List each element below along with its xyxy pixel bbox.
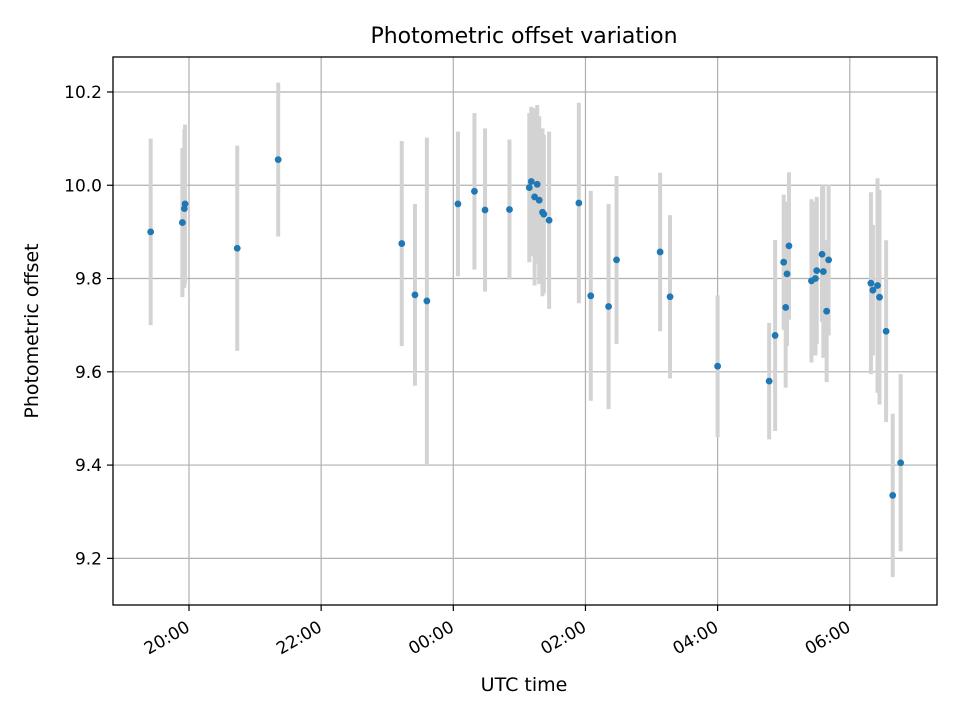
data-point	[771, 332, 779, 339]
x-axis: 20:00 22:00 00:00 02:00 04:00 06:00	[141, 605, 854, 659]
data-point	[535, 196, 543, 204]
plot-frame	[112, 56, 938, 606]
error-bars	[148, 82, 903, 578]
x-tick-label: 04:00	[670, 617, 722, 659]
data-point	[889, 492, 897, 499]
data-point	[782, 304, 790, 311]
y-tick-label: 10.2	[64, 83, 102, 103]
y-tick-label: 9.4	[75, 456, 102, 476]
data-point	[869, 286, 877, 294]
data-point	[765, 377, 773, 385]
data-point	[525, 184, 533, 191]
data-point	[825, 256, 833, 264]
data-point	[540, 210, 548, 218]
data-point	[823, 307, 831, 315]
data-point	[812, 275, 819, 282]
data-point	[666, 293, 674, 301]
data-point	[783, 270, 791, 278]
y-tick-label: 9.6	[75, 363, 102, 383]
data-point	[897, 459, 905, 467]
y-tick-label: 9.2	[75, 549, 102, 569]
data-point	[147, 228, 155, 236]
data-point	[575, 199, 583, 207]
y-axis: 9.2 9.4 9.6 9.8 10.0 10.2	[64, 83, 113, 569]
data-point	[506, 206, 513, 213]
data-point	[411, 291, 419, 299]
y-tick-label: 10.0	[64, 176, 102, 196]
data-point	[181, 200, 189, 208]
y-axis-label: Photometric offset	[21, 243, 43, 418]
data-point	[233, 244, 241, 252]
data-point	[876, 293, 883, 301]
data-point	[874, 282, 881, 289]
data-point	[471, 187, 478, 195]
data-point	[533, 180, 541, 188]
data-point	[481, 206, 489, 214]
data-point	[545, 216, 553, 224]
data-point	[178, 219, 186, 226]
data-point	[780, 258, 788, 266]
data-point	[813, 267, 821, 275]
data-point	[274, 156, 282, 164]
data-point	[605, 303, 612, 310]
data-point	[714, 362, 722, 370]
data-point	[818, 250, 826, 258]
data-point	[587, 292, 595, 300]
data-point	[819, 268, 827, 275]
data-point	[656, 248, 664, 256]
x-tick-label: 00:00	[405, 617, 457, 659]
data-point	[454, 200, 462, 208]
data-point	[398, 240, 406, 247]
x-axis-label: UTC time	[481, 674, 568, 696]
chart-title: Photometric offset variation	[370, 24, 677, 49]
data-point	[867, 279, 875, 287]
x-tick-label: 02:00	[538, 617, 590, 659]
data-points	[147, 156, 905, 499]
data-point	[423, 297, 431, 305]
y-tick-label: 9.8	[75, 270, 102, 290]
data-point	[785, 242, 793, 250]
data-point	[882, 327, 890, 335]
data-point	[613, 256, 620, 264]
x-tick-label: 20:00	[141, 617, 193, 659]
x-tick-label: 06:00	[802, 617, 854, 659]
x-tick-label: 22:00	[273, 617, 325, 659]
data-point	[527, 178, 535, 185]
